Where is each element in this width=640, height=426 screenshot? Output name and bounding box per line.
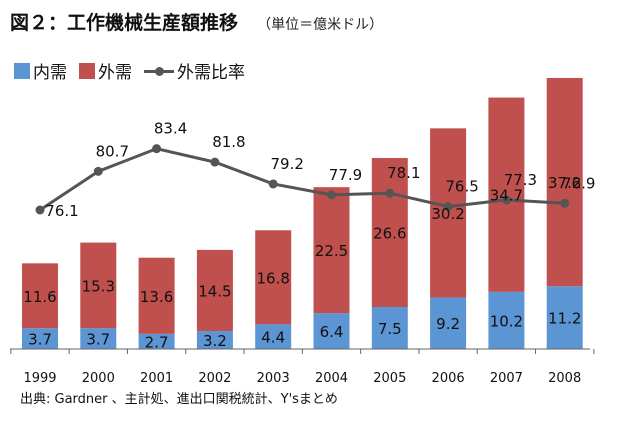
ratio-point — [210, 157, 220, 167]
data-label-ratio: 77.3 — [504, 171, 537, 189]
legend-swatch-ratio — [144, 63, 174, 79]
bar-overseas — [313, 187, 350, 314]
legend-label-ratio: 外需比率 — [177, 63, 245, 83]
legend-item-overseas: 外需 — [79, 58, 132, 83]
data-label-overseas: 22.5 — [315, 242, 348, 260]
data-label-overseas: 16.8 — [256, 269, 289, 287]
x-tick-label: 2004 — [315, 371, 348, 386]
chart-unit: （単位＝億米ドル） — [257, 17, 384, 33]
x-tick-label: 2002 — [198, 371, 231, 386]
data-label-domestic: 3.7 — [28, 331, 52, 349]
data-label-overseas: 26.6 — [373, 225, 406, 243]
data-label-domestic: 9.2 — [436, 315, 460, 333]
legend-swatch-domestic — [14, 62, 30, 79]
data-label-overseas: 37.2 — [548, 174, 581, 192]
x-tick-label: 2008 — [548, 371, 581, 386]
data-label-overseas: 34.7 — [490, 187, 523, 205]
x-tick-label: 2000 — [82, 371, 115, 386]
data-label-ratio: 77.9 — [329, 166, 362, 184]
data-label-overseas: 11.6 — [23, 288, 56, 306]
bar-domestic — [22, 328, 58, 349]
ratio-point — [385, 188, 395, 198]
bar-domestic — [80, 328, 117, 349]
legend-item-ratio: 外需比率 — [144, 58, 245, 83]
bar-overseas — [255, 230, 292, 325]
data-label-ratio: 81.8 — [212, 133, 245, 151]
bar-overseas — [196, 249, 233, 332]
bar-domestic — [546, 286, 583, 349]
bar-overseas — [430, 128, 467, 298]
ratio-line — [39, 147, 565, 212]
chart-title: 図２：工作機械生産額推移 — [10, 12, 239, 34]
ratio-point — [501, 195, 511, 205]
legend-item-domestic: 内需 — [14, 58, 67, 83]
ratio-point — [268, 179, 278, 189]
data-label-ratio: 76.9 — [562, 174, 595, 192]
data-label-ratio: 78.1 — [387, 164, 420, 182]
data-label-domestic: 10.2 — [490, 312, 523, 330]
title-row: 図２：工作機械生産額推移 （単位＝億米ドル） — [10, 8, 383, 35]
bar-domestic — [196, 331, 233, 349]
data-label-overseas: 30.2 — [431, 205, 464, 223]
x-tick-label: 2005 — [373, 371, 406, 386]
x-tick-label: 2001 — [140, 371, 173, 386]
bar-domestic — [488, 291, 525, 349]
ratio-point — [327, 190, 336, 200]
bar-overseas — [80, 242, 117, 329]
ratio-point — [560, 198, 570, 208]
bar-domestic — [313, 313, 350, 349]
bar-overseas — [138, 257, 175, 334]
bar-overseas — [488, 97, 525, 292]
data-label-ratio: 76.1 — [45, 202, 78, 220]
ratio-point — [35, 205, 45, 215]
x-tick-label: 2007 — [490, 371, 523, 386]
data-label-overseas: 13.6 — [140, 288, 173, 306]
data-label-domestic: 2.7 — [145, 333, 169, 351]
bar-domestic — [255, 324, 292, 349]
data-label-ratio: 76.5 — [445, 178, 478, 196]
bar-domestic — [371, 307, 408, 349]
data-label-domestic: 3.7 — [86, 331, 110, 349]
bar-domestic — [430, 297, 467, 349]
bar-overseas — [22, 263, 58, 329]
ratio-point — [93, 166, 103, 176]
ratio-point — [152, 144, 162, 154]
bar-overseas — [371, 158, 408, 307]
data-label-domestic: 4.4 — [261, 329, 285, 347]
data-label-ratio: 80.7 — [96, 142, 129, 160]
data-label-overseas: 15.3 — [82, 277, 115, 295]
data-label-domestic: 6.4 — [320, 323, 344, 341]
x-tick-label: 2006 — [432, 371, 465, 386]
legend-label-domestic: 内需 — [33, 63, 67, 83]
data-label-ratio: 79.2 — [270, 155, 303, 173]
legend: 内需 外需 外需比率 — [14, 58, 257, 83]
data-label-overseas: 14.5 — [198, 282, 231, 300]
bar-overseas — [546, 77, 583, 287]
data-label-ratio: 83.4 — [154, 120, 187, 138]
legend-swatch-overseas — [79, 62, 95, 79]
data-label-domestic: 3.2 — [203, 332, 227, 350]
x-tick-label: 2003 — [257, 371, 290, 386]
x-tick-label: 1999 — [23, 371, 56, 386]
ratio-point — [443, 202, 453, 212]
data-label-domestic: 7.5 — [378, 320, 402, 338]
bar-domestic — [138, 333, 175, 349]
data-label-domestic: 11.2 — [548, 310, 581, 328]
source-note: 出典: Gardner 、主計処、進出口関税統計、Y'sまとめ — [20, 392, 338, 407]
legend-label-overseas: 外需 — [98, 63, 132, 83]
